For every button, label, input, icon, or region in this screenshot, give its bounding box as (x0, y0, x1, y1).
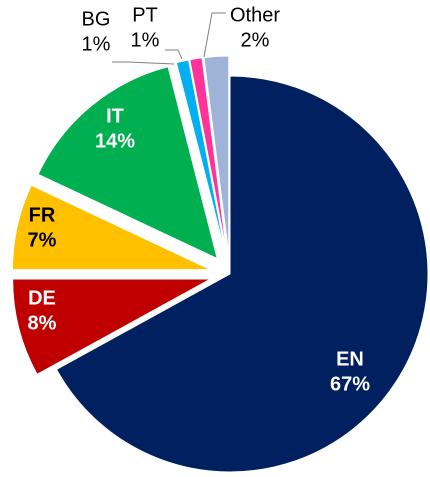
value-label: 1% (82, 33, 111, 55)
category-label: Other (230, 4, 280, 26)
value-label: 2% (241, 29, 270, 51)
category-label: IT (106, 105, 124, 127)
value-label: 1% (131, 29, 160, 51)
category-label: PT (132, 4, 158, 26)
value-label: 14% (95, 130, 135, 152)
slice (203, 55, 230, 255)
value-label: 7% (28, 229, 57, 251)
slice (37, 66, 219, 260)
value-label: 67% (330, 373, 370, 395)
slice (189, 57, 228, 255)
leader-line (112, 61, 175, 65)
value-label: 8% (28, 312, 57, 334)
slice (55, 75, 429, 473)
category-label: EN (336, 348, 364, 370)
slice (175, 59, 227, 255)
leader-line (165, 49, 183, 60)
leader-line (203, 12, 226, 58)
category-label: DE (28, 287, 56, 309)
slice (12, 278, 211, 376)
slice (11, 184, 211, 271)
category-label: FR (29, 204, 56, 226)
category-label: BG (82, 8, 111, 30)
